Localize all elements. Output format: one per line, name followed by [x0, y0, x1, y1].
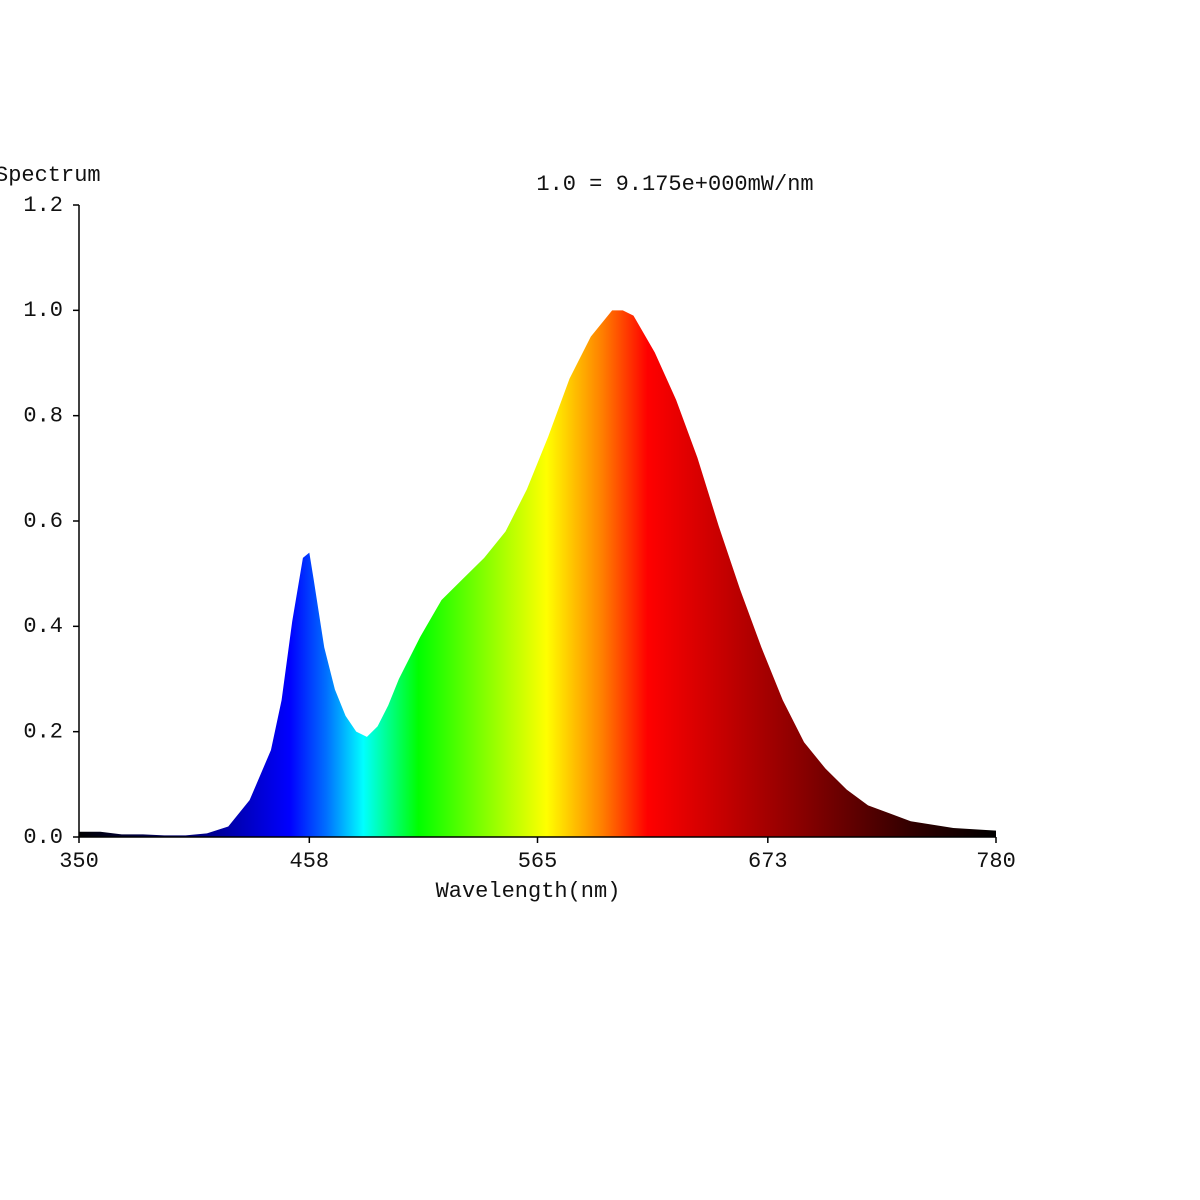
x-tick-label: 350 — [59, 849, 99, 874]
y-tick-label: 0.8 — [23, 403, 63, 428]
chart-title: 1.0 = 9.175e+000mW/nm — [536, 172, 813, 197]
y-axis-label: Spectrum — [0, 163, 101, 188]
y-tick-label: 0.2 — [23, 719, 63, 744]
y-tick-label: 0.6 — [23, 509, 63, 534]
x-tick-label: 458 — [290, 849, 330, 874]
y-tick-label: 0.4 — [23, 614, 63, 639]
x-axis-label: Wavelength(nm) — [436, 879, 621, 904]
y-tick-label: 1.2 — [23, 193, 63, 218]
x-tick-label: 673 — [748, 849, 788, 874]
spectrum-area — [79, 310, 996, 837]
x-tick-label: 565 — [518, 849, 558, 874]
y-tick-label: 1.0 — [23, 298, 63, 323]
x-tick-label: 780 — [976, 849, 1016, 874]
y-tick-label: 0.0 — [23, 825, 63, 850]
